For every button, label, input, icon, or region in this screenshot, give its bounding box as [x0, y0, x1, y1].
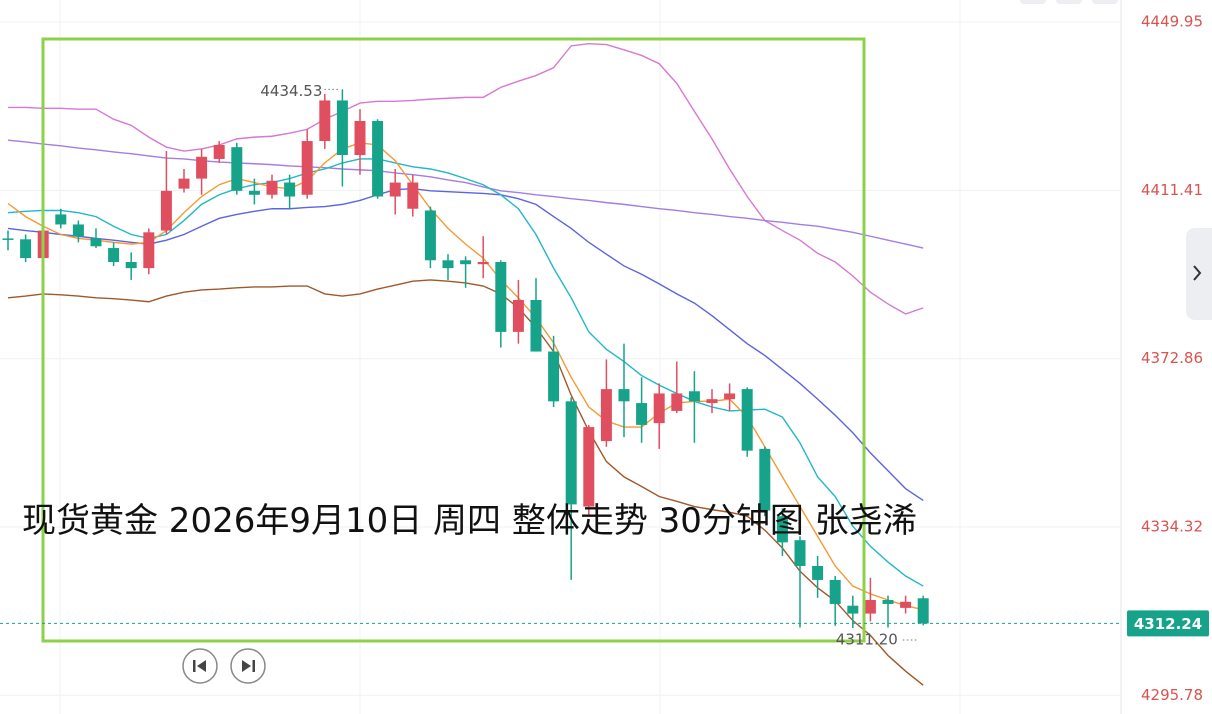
- price-axis: [1121, 0, 1212, 714]
- nav-next[interactable]: [230, 648, 266, 684]
- min-label: 4311.20: [836, 630, 898, 648]
- candle-body: [248, 190, 260, 195]
- candle-body: [512, 300, 524, 332]
- candle-body: [301, 141, 313, 195]
- candle-body: [160, 190, 172, 231]
- candle-body: [548, 351, 560, 402]
- candle-body: [706, 399, 718, 404]
- chart-title: 现货黄金 2026年9月10日 周四 整体走势 30分钟图 张尧浠: [22, 501, 917, 541]
- y-tick-label: 4372.86: [1141, 349, 1203, 367]
- candle-body: [72, 224, 84, 237]
- toolbar-button[interactable]: [1092, 0, 1118, 4]
- candle-body: [671, 393, 683, 411]
- price-axis-labels: 4449.95 4411.41 4372.86 4334.32 4295.78 4312.…: [1127, 13, 1209, 704]
- candle-body: [847, 605, 859, 614]
- chevron-icon: [1193, 265, 1202, 281]
- candle-body: [143, 232, 155, 269]
- candle-body: [196, 156, 208, 179]
- candle-body: [812, 565, 824, 580]
- annotations: 4434.53 4311.20: [0, 82, 1120, 648]
- nav-prev[interactable]: [182, 648, 218, 684]
- toolbar-button[interactable]: [1020, 0, 1046, 4]
- candle-body: [565, 401, 577, 505]
- candle-body: [917, 598, 929, 624]
- prev-icon: [197, 660, 206, 672]
- candle-body: [213, 144, 225, 159]
- candle-body: [231, 147, 243, 191]
- candle-body: [530, 300, 542, 352]
- candle-body: [776, 516, 788, 543]
- candle-body: [389, 182, 401, 197]
- candle-body: [688, 391, 700, 402]
- next-icon: [242, 660, 251, 672]
- candle-body: [108, 248, 120, 263]
- candle-body: [407, 182, 419, 209]
- candle-body: [900, 601, 912, 608]
- candle-body: [178, 178, 190, 189]
- candle-body: [354, 120, 366, 156]
- indicator-line: [7, 187, 924, 502]
- indicator-line: [7, 142, 924, 611]
- current-price-box: [1127, 610, 1209, 637]
- side-tab[interactable]: [1186, 228, 1212, 320]
- candle-body: [759, 448, 771, 511]
- y-tick-label: 4411.41: [1141, 181, 1203, 199]
- candle-body: [125, 262, 137, 269]
- indicator-lines: [7, 42, 924, 686]
- candle-body: [653, 393, 665, 424]
- highlight-box: [41, 37, 866, 643]
- y-tick-label: 4449.95: [1141, 13, 1203, 31]
- current-price-label: 4312.24: [1134, 615, 1202, 633]
- candle-body: [372, 120, 384, 197]
- candles: [2, 89, 929, 628]
- next-icon: [252, 660, 255, 672]
- indicator-line: [8, 42, 924, 315]
- candle-body: [864, 600, 876, 614]
- y-tick-label: 4334.32: [1141, 518, 1203, 536]
- candle-body: [618, 389, 630, 402]
- candle-body: [319, 100, 331, 142]
- candle-body: [55, 214, 67, 225]
- candle-body: [2, 238, 14, 240]
- candle-body: [794, 540, 806, 566]
- indicator-line: [7, 158, 924, 587]
- candle-body: [882, 600, 894, 604]
- candle-body: [600, 389, 612, 442]
- candle-body: [424, 210, 436, 261]
- candle-body: [284, 182, 296, 197]
- candle-body: [442, 260, 454, 269]
- toolbar-button[interactable]: [1056, 0, 1082, 4]
- candle-body: [336, 100, 348, 156]
- candle-body: [460, 260, 472, 265]
- candle-body: [266, 180, 278, 195]
- candle-body: [724, 393, 736, 400]
- candle-body: [20, 239, 32, 259]
- candle-body: [477, 262, 489, 265]
- grid: [0, 21, 1120, 696]
- max-label: 4434.53: [260, 82, 322, 100]
- candle-body: [741, 389, 753, 451]
- candle-body: [583, 427, 595, 507]
- indicator-line: [7, 139, 924, 249]
- top-buttons: [1020, 0, 1118, 4]
- prev-icon: [193, 660, 196, 672]
- candle-body: [495, 262, 507, 332]
- candle-body: [636, 403, 648, 425]
- candle-body: [829, 579, 841, 604]
- y-tick-label: 4295.78: [1141, 686, 1203, 704]
- candle-body: [90, 238, 102, 247]
